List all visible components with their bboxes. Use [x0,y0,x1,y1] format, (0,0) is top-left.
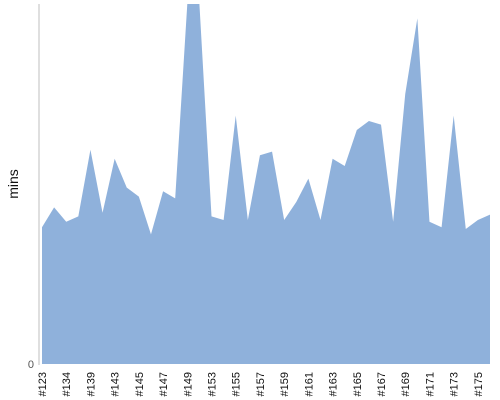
x-tick-label: #149 [182,372,194,396]
y-tick-label: 0 [28,359,34,371]
y-ticks: 0 [28,359,34,371]
x-tick-label: #161 [303,372,315,396]
x-ticks: #123 #134 #139 #143 #145 #147 #149 #153 #155 #157… [37,372,485,396]
x-tick-label: #134 [61,372,73,396]
x-tick-label: #173 [449,372,461,396]
x-tick-label: #143 [110,372,122,396]
x-tick-label: #145 [134,372,146,396]
x-tick-label: #165 [352,372,364,396]
x-tick-label: #169 [400,372,412,396]
x-tick-label: #139 [85,372,97,396]
x-tick-label: #153 [207,372,219,396]
x-tick-label: #167 [376,372,388,396]
x-tick-label: #155 [231,372,243,396]
x-tick-label: #123 [37,372,49,396]
x-tick-label: #171 [424,372,436,396]
x-tick-label: #147 [158,372,170,396]
x-tick-label: #175 [473,372,485,396]
x-tick-label: #157 [255,372,267,396]
x-tick-label: #159 [279,372,291,396]
x-tick-label: #163 [328,372,340,396]
y-axis-label: mins [5,169,21,199]
series-area [42,4,490,364]
